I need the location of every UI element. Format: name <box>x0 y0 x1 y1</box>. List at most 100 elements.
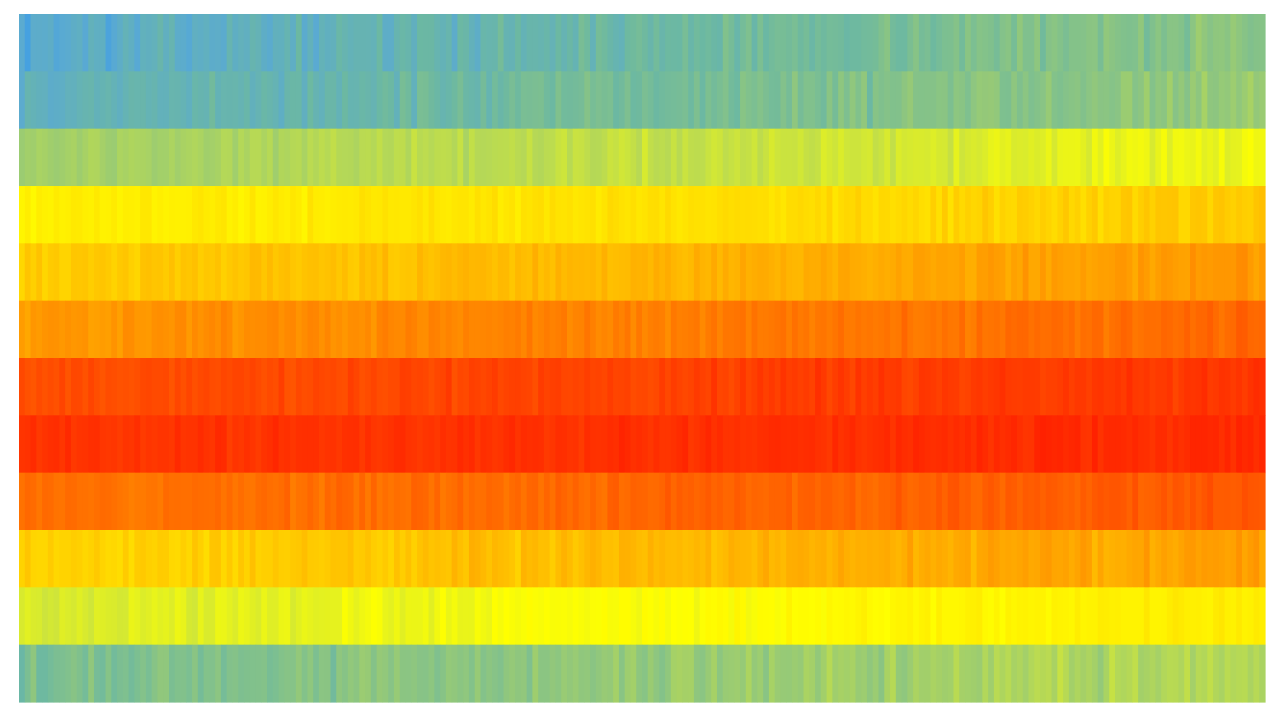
heatmap-cell <box>422 14 430 72</box>
heatmap-cell <box>757 71 764 130</box>
heatmap-cell <box>584 358 591 416</box>
heatmap-cell <box>405 415 412 474</box>
heatmap-cell <box>532 472 539 531</box>
heatmap-cell <box>399 644 407 703</box>
heatmap-cell <box>376 14 384 72</box>
heatmap-cell <box>486 530 493 588</box>
heatmap-cell <box>278 358 285 416</box>
heatmap-cell <box>318 472 326 531</box>
heatmap-cell <box>716 243 724 302</box>
heatmap-cell <box>324 587 332 646</box>
heatmap-cell <box>117 644 124 703</box>
heatmap-cell <box>895 243 903 302</box>
heatmap-cell <box>918 300 926 359</box>
heatmap-cell <box>457 300 464 359</box>
heatmap-cell <box>1005 14 1012 72</box>
heatmap-cell <box>359 587 366 646</box>
heatmap-cell <box>1034 14 1041 72</box>
heatmap-cell <box>347 472 355 531</box>
heatmap-cell <box>134 530 141 588</box>
heatmap-cell <box>1045 472 1053 531</box>
heatmap-cell <box>665 71 672 130</box>
heatmap-cell <box>676 530 683 588</box>
heatmap-cell <box>238 243 245 302</box>
heatmap-cell <box>53 71 60 130</box>
heatmap-cell <box>47 71 55 130</box>
heatmap-cell <box>526 472 533 531</box>
heatmap-cell <box>543 587 551 646</box>
heatmap-cell <box>255 71 262 130</box>
heatmap-cell <box>215 415 222 474</box>
heatmap-cell <box>117 300 124 359</box>
heatmap-cell <box>982 71 989 130</box>
heatmap-cell <box>330 530 337 588</box>
heatmap-cell <box>1126 530 1133 588</box>
heatmap-cell <box>503 644 510 703</box>
heatmap-cell <box>861 530 868 588</box>
heatmap-cell <box>186 14 193 72</box>
heatmap-cell <box>820 530 828 588</box>
heatmap-cell <box>532 644 539 703</box>
heatmap-cell <box>618 14 626 72</box>
heatmap-cell <box>774 358 782 416</box>
heatmap-cell <box>768 71 776 130</box>
heatmap-cell <box>261 644 268 703</box>
heatmap-cell <box>538 14 545 72</box>
heatmap-cell <box>555 186 562 244</box>
heatmap-cell <box>711 128 718 187</box>
heatmap-cell <box>157 530 164 588</box>
heatmap-cell <box>284 530 291 588</box>
heatmap-cell <box>422 128 430 187</box>
heatmap-cell <box>209 300 216 359</box>
heatmap-cell <box>578 186 585 244</box>
heatmap-cell <box>607 128 614 187</box>
heatmap-cell <box>953 186 960 244</box>
heatmap-cell <box>959 128 966 187</box>
heatmap-cell <box>936 14 943 72</box>
heatmap-cell <box>393 186 401 244</box>
heatmap-cell <box>1115 300 1122 359</box>
heatmap-cell <box>399 587 407 646</box>
heatmap-cell <box>76 358 84 416</box>
heatmap-cell <box>509 71 516 130</box>
heatmap-cell <box>192 530 199 588</box>
heatmap-cell <box>1040 472 1047 531</box>
heatmap-cell <box>1195 186 1203 244</box>
heatmap-cell <box>1097 530 1105 588</box>
heatmap-cell <box>1120 128 1128 187</box>
heatmap-cell <box>895 415 903 474</box>
heatmap-cell <box>1068 587 1076 646</box>
heatmap-cell <box>820 644 828 703</box>
heatmap-cell <box>347 644 355 703</box>
heatmap-cell <box>624 186 632 244</box>
heatmap-cell <box>578 587 585 646</box>
heatmap-cell <box>1074 14 1082 72</box>
heatmap-cell <box>988 644 995 703</box>
heatmap-cell <box>1241 530 1249 588</box>
heatmap-cell <box>324 644 332 703</box>
heatmap-cell <box>180 587 187 646</box>
heatmap-cell <box>1195 243 1203 302</box>
heatmap-cell <box>624 644 632 703</box>
heatmap-cell <box>682 71 689 130</box>
heatmap-cell <box>36 472 43 531</box>
heatmap-cell <box>192 243 199 302</box>
heatmap-cell <box>180 530 187 588</box>
heatmap-cell <box>1224 415 1231 474</box>
heatmap-cell <box>347 71 355 130</box>
heatmap-cell <box>809 300 816 359</box>
heatmap-cell <box>659 415 666 474</box>
heatmap-cell <box>774 300 782 359</box>
heatmap-cell <box>578 14 585 72</box>
heatmap-cell <box>820 415 828 474</box>
heatmap-cell <box>693 14 701 72</box>
heatmap-cell <box>342 587 349 646</box>
heatmap-cell <box>376 530 384 588</box>
heatmap-cell <box>486 300 493 359</box>
heatmap-cell <box>803 587 810 646</box>
heatmap-cell <box>838 300 845 359</box>
heatmap-cell <box>220 587 228 646</box>
heatmap-cell <box>1034 644 1041 703</box>
heatmap-cell <box>295 472 303 531</box>
heatmap-cell <box>157 472 164 531</box>
